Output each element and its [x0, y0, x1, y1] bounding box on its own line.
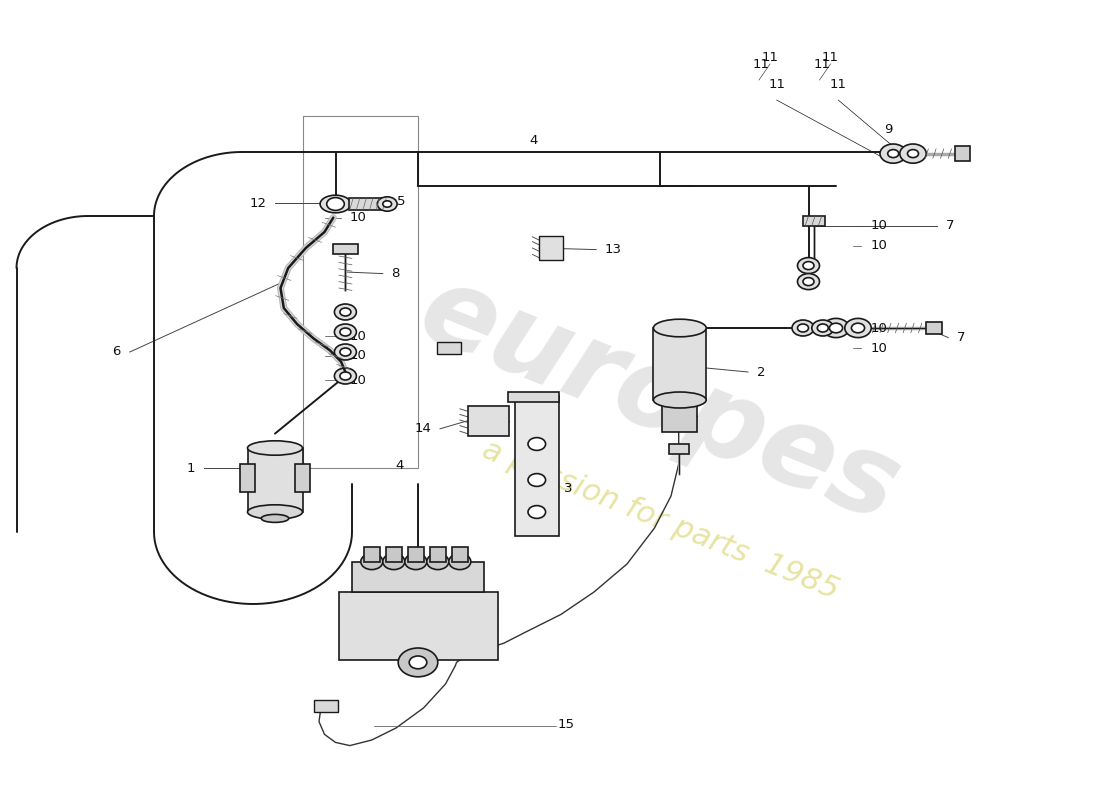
Text: 11: 11 — [813, 58, 830, 70]
Bar — [295, 464, 310, 492]
Text: a passion for parts  1985: a passion for parts 1985 — [477, 435, 843, 605]
Text: 10: 10 — [870, 322, 887, 334]
Text: 1: 1 — [186, 462, 195, 474]
Circle shape — [327, 198, 344, 210]
Circle shape — [340, 328, 351, 336]
Circle shape — [334, 368, 356, 384]
Ellipse shape — [653, 392, 706, 408]
Ellipse shape — [262, 514, 288, 522]
Circle shape — [449, 554, 471, 570]
Bar — [339, 592, 498, 660]
Circle shape — [900, 144, 926, 163]
Circle shape — [803, 278, 814, 286]
Bar — [926, 322, 942, 334]
Ellipse shape — [248, 505, 302, 519]
Text: 7: 7 — [946, 219, 955, 232]
Text: 7: 7 — [957, 331, 966, 344]
Text: 10: 10 — [350, 350, 366, 362]
Circle shape — [405, 554, 427, 570]
Text: 4: 4 — [529, 134, 538, 146]
Circle shape — [803, 262, 814, 270]
Circle shape — [528, 438, 546, 450]
Circle shape — [427, 554, 449, 570]
Text: 14: 14 — [415, 422, 431, 435]
Text: 12: 12 — [250, 197, 266, 210]
Circle shape — [845, 318, 871, 338]
Text: 4: 4 — [395, 459, 404, 472]
Text: 3: 3 — [564, 482, 573, 494]
Text: 5: 5 — [397, 195, 406, 208]
Circle shape — [888, 150, 899, 158]
Bar — [539, 236, 563, 260]
Text: 11: 11 — [829, 78, 847, 90]
Bar — [653, 328, 706, 400]
Circle shape — [792, 320, 814, 336]
Text: 11: 11 — [752, 58, 770, 70]
Circle shape — [383, 554, 405, 570]
Bar — [430, 547, 446, 562]
Text: 11: 11 — [822, 51, 839, 64]
Text: 11: 11 — [761, 51, 779, 64]
Circle shape — [817, 324, 828, 332]
Bar — [386, 547, 402, 562]
Bar — [248, 448, 302, 512]
Circle shape — [798, 324, 808, 332]
Text: 10: 10 — [870, 342, 887, 354]
Bar — [662, 400, 697, 432]
Text: 6: 6 — [112, 346, 121, 358]
Text: 11: 11 — [768, 78, 785, 90]
Circle shape — [377, 197, 397, 211]
Text: 13: 13 — [605, 243, 621, 256]
Bar — [955, 146, 970, 161]
Text: 10: 10 — [870, 239, 887, 252]
Text: 10: 10 — [350, 330, 366, 342]
Bar — [408, 547, 424, 562]
Text: 10: 10 — [350, 374, 366, 386]
Bar — [452, 547, 468, 562]
Ellipse shape — [653, 319, 706, 337]
Bar — [352, 562, 484, 592]
Circle shape — [361, 554, 383, 570]
Circle shape — [528, 474, 546, 486]
Bar — [437, 342, 461, 354]
Circle shape — [528, 506, 546, 518]
Circle shape — [851, 323, 865, 333]
Circle shape — [340, 372, 351, 380]
Bar — [515, 396, 559, 536]
Circle shape — [829, 323, 843, 333]
Circle shape — [383, 201, 392, 207]
Text: 10: 10 — [350, 211, 366, 224]
Bar — [314, 700, 338, 712]
Ellipse shape — [248, 441, 302, 455]
Circle shape — [334, 344, 356, 360]
Text: 10: 10 — [870, 219, 887, 232]
Circle shape — [409, 656, 427, 669]
Text: europes: europes — [405, 255, 915, 545]
Circle shape — [880, 144, 906, 163]
Bar — [508, 392, 559, 402]
Bar — [333, 244, 358, 254]
Bar — [468, 406, 509, 436]
Circle shape — [398, 648, 438, 677]
Bar — [364, 547, 380, 562]
Circle shape — [798, 258, 820, 274]
Circle shape — [340, 308, 351, 316]
Text: 2: 2 — [757, 366, 766, 378]
Circle shape — [334, 324, 356, 340]
Circle shape — [823, 318, 849, 338]
Bar — [349, 198, 387, 210]
Bar — [240, 464, 255, 492]
Circle shape — [340, 348, 351, 356]
Bar — [669, 444, 689, 454]
Circle shape — [908, 150, 918, 158]
Text: 8: 8 — [392, 267, 400, 280]
Circle shape — [798, 274, 820, 290]
Circle shape — [812, 320, 834, 336]
Bar — [302, 116, 418, 468]
Ellipse shape — [320, 195, 351, 213]
Bar — [803, 216, 825, 226]
Text: 9: 9 — [884, 123, 893, 136]
Text: 15: 15 — [558, 718, 575, 730]
Circle shape — [334, 304, 356, 320]
